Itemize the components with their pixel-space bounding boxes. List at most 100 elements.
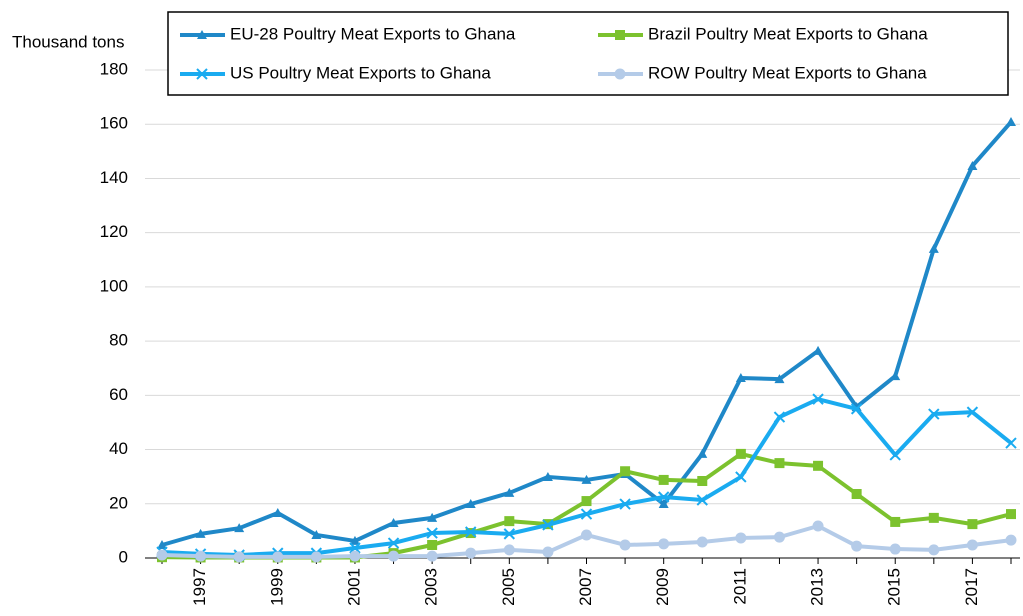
data-point [658,499,669,509]
y-tick-label: 180 [100,59,128,78]
data-point [1005,534,1017,546]
data-point [967,519,978,530]
data-point [657,491,670,503]
y-axis-label: Thousand tons [12,32,124,51]
data-point [620,466,631,477]
legend-box [167,11,1009,96]
data-point [658,474,669,485]
data-point [1005,437,1017,449]
legend-label: Brazil Poultry Meat Exports to Ghana [648,24,928,43]
legend-marker [615,30,625,40]
legend-marker [614,68,626,80]
data-point [773,531,785,543]
data-point [619,498,631,510]
y-tick-label: 100 [100,276,128,295]
data-point [580,508,593,520]
y-tick-label: 80 [109,331,128,350]
x-tick-label: 2011 [730,568,749,605]
data-point [966,539,978,551]
data-point [156,549,168,561]
data-point [890,516,901,527]
data-point [157,539,167,549]
legend-marker [196,68,208,80]
x-tick-label: 2013 [808,568,827,606]
data-point [812,393,824,405]
data-point [195,550,207,562]
data-point [581,529,592,541]
data-point [542,546,554,558]
data-point [928,243,939,253]
data-point [928,512,939,523]
y-tick-label: 40 [109,439,128,458]
data-point [387,537,400,549]
data-point [773,411,786,423]
data-point [504,487,515,497]
data-point [928,408,940,420]
legend-marker [197,30,207,39]
x-tick-label: 1999 [267,568,286,606]
data-point [696,536,708,548]
data-point [850,403,863,415]
data-point [851,540,863,552]
data-point [310,551,322,563]
x-tick-label: 2005 [499,568,518,606]
data-point [581,474,592,484]
legend-label: US Poultry Meat Exports to Ghana [230,63,491,82]
data-point [427,539,438,550]
data-point [581,496,592,507]
data-point [272,551,284,563]
x-tick-label: 2003 [422,568,441,606]
data-point [388,518,399,528]
data-point [465,526,477,538]
data-point [234,523,245,533]
x-tick-label: 2009 [653,568,672,606]
data-point [890,371,901,381]
data-point [233,551,245,563]
data-point [542,519,554,531]
data-point [889,449,901,461]
data-point [388,550,400,562]
data-point [696,494,708,506]
y-tick-label: 60 [109,385,128,404]
legend-label: EU-28 Poultry Meat Exports to Ghana [230,24,516,43]
data-point [812,520,824,532]
data-point [735,532,747,544]
data-point [195,528,206,538]
data-point [966,406,979,418]
x-tick-label: 2001 [344,568,363,606]
data-point [503,544,515,556]
data-point [658,538,670,550]
y-tick-label: 0 [119,547,128,566]
data-point [349,542,361,554]
data-point [504,516,515,527]
data-point [774,374,785,384]
data-point [426,550,438,562]
data-point [813,460,824,471]
data-point [503,528,516,540]
data-point [889,543,901,555]
x-tick-label: 2015 [885,568,904,606]
data-point [349,535,360,545]
x-tick-label: 1997 [190,568,209,606]
data-point [1006,117,1016,127]
data-point [813,345,824,355]
y-tick-label: 20 [109,493,128,512]
data-point [465,499,476,509]
y-tick-label: 160 [100,114,128,133]
data-point [311,529,322,539]
data-point [1006,509,1016,520]
data-point [272,507,283,517]
data-point [774,458,785,469]
data-point [735,448,746,459]
data-point [465,547,477,559]
data-point [542,471,553,481]
y-tick-label: 140 [100,168,128,187]
data-point [735,471,747,483]
data-point [851,489,862,500]
data-point [697,476,708,487]
data-point [427,512,438,522]
x-tick-label: 2007 [576,568,595,606]
data-point [735,372,746,382]
data-point [349,550,361,562]
y-tick-label: 120 [100,222,128,241]
